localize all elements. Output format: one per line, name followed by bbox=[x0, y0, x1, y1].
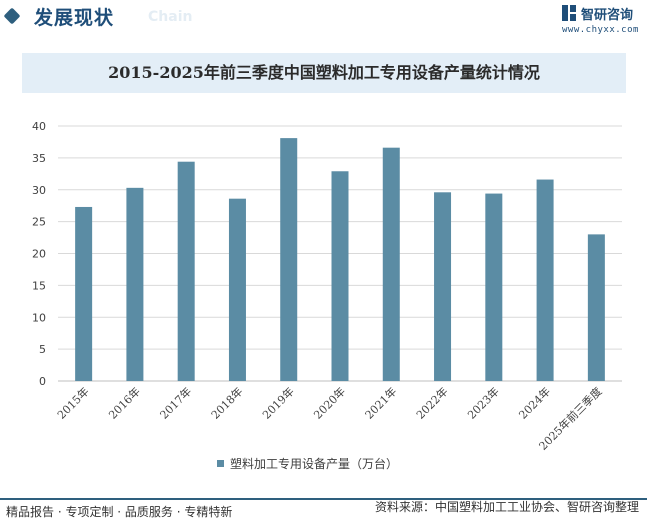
legend-swatch bbox=[217, 460, 224, 467]
bar bbox=[177, 161, 195, 381]
legend-label: 塑料加工专用设备产量（万台） bbox=[230, 456, 398, 471]
x-tick-label: 2019年 bbox=[259, 384, 296, 421]
y-tick-label: 0 bbox=[39, 375, 46, 388]
x-tick-label: 2015年 bbox=[54, 384, 91, 421]
brand-logo-icon bbox=[562, 5, 576, 21]
bar-chart: 0 5 10 15 20 25 30 35 40 2015年 2016年 2017年 2018年 2019… bbox=[32, 120, 622, 471]
bar bbox=[331, 171, 349, 381]
bar bbox=[434, 192, 452, 381]
bar bbox=[587, 234, 605, 381]
footer-divider bbox=[0, 498, 647, 500]
x-tick-label: 2020年 bbox=[311, 384, 348, 421]
bar bbox=[536, 179, 554, 381]
footer-services: 精品报告 · 专项定制 · 品质服务 · 专精特新 bbox=[6, 505, 233, 519]
y-tick-label: 15 bbox=[32, 279, 46, 292]
section-subtitle: Chain bbox=[148, 9, 193, 25]
header-bar: 发展现状 Chain 智研咨询 www.chyxx.com bbox=[0, 0, 647, 40]
bar bbox=[75, 206, 93, 381]
footer-bar: 精品报告 · 专项定制 · 品质服务 · 专精特新 资料来源：中国塑料加工工业协… bbox=[0, 498, 647, 524]
y-tick-label: 35 bbox=[32, 152, 46, 165]
y-tick-label: 30 bbox=[32, 184, 46, 197]
brand-url: www.chyxx.com bbox=[562, 25, 639, 35]
bar bbox=[382, 147, 400, 381]
x-tick-label: 2018年 bbox=[208, 384, 245, 421]
x-tick-label: 2024年 bbox=[516, 384, 553, 421]
x-tick-label: 2022年 bbox=[413, 384, 450, 421]
chart-title-band bbox=[22, 53, 626, 93]
brand-name: 智研咨询 bbox=[581, 8, 634, 23]
y-tick-label: 5 bbox=[39, 343, 46, 356]
y-tick-label: 40 bbox=[32, 120, 46, 133]
bar bbox=[126, 187, 144, 381]
x-tick-label: 2017年 bbox=[157, 384, 194, 421]
footer-source: 资料来源：中国塑料加工工业协会、智研咨询整理 bbox=[374, 500, 639, 514]
x-tick-label: 2021年 bbox=[362, 384, 399, 421]
y-tick-label: 10 bbox=[32, 311, 46, 324]
bar bbox=[485, 193, 503, 381]
x-tick-label: 2023年 bbox=[464, 384, 501, 421]
section-title: 发展现状 bbox=[34, 7, 115, 29]
y-tick-label: 25 bbox=[32, 216, 46, 229]
x-tick-label: 2016年 bbox=[106, 384, 143, 421]
y-tick-label: 20 bbox=[32, 248, 46, 261]
bar bbox=[228, 198, 246, 381]
bar bbox=[280, 138, 298, 381]
chart-title: 2015-2025年前三季度中国塑料加工专用设备产量统计情况 bbox=[108, 63, 540, 82]
